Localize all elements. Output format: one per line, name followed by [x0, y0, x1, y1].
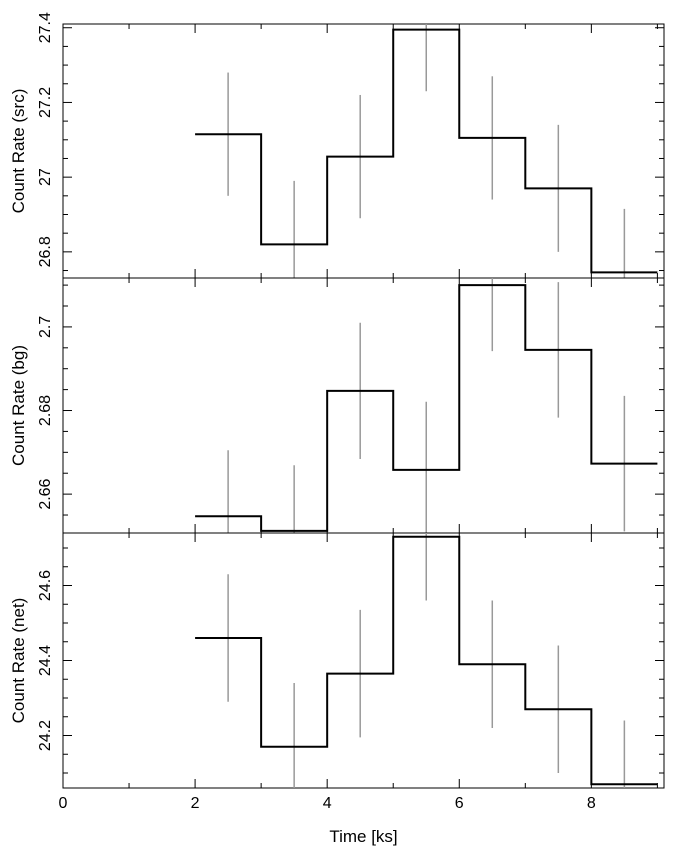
y-tick-label: 26.8 — [37, 236, 54, 267]
y-tick-label: 2.68 — [37, 395, 54, 426]
y-tick-label: 27.2 — [37, 87, 54, 118]
x-tick-label: 8 — [587, 795, 596, 812]
x-axis-label: Time [ks] — [329, 827, 397, 846]
step-line — [195, 284, 658, 532]
y-tick-label: 24.6 — [37, 570, 54, 601]
y-tick-label: 27.4 — [37, 12, 54, 43]
y-axis-label: Count Rate (src) — [9, 89, 28, 214]
y-axis-label: Count Rate (net) — [9, 598, 28, 724]
x-tick-label: 2 — [191, 795, 200, 812]
y-tick-label: 2.7 — [37, 316, 54, 338]
panel-frame — [62, 277, 665, 534]
panel-3: 24.2 24.4 24.6 Count Rate (net) — [9, 532, 665, 789]
x-tick-label: 0 — [59, 795, 68, 812]
y-tick-label: 2.66 — [37, 478, 54, 509]
panel-frame — [62, 532, 665, 789]
step-line — [195, 535, 658, 786]
panel-2: 2.66 2.68 2.7 Count Rate (bg) — [9, 277, 665, 534]
panel-frame — [62, 23, 665, 279]
panel-1: 26.8 27 27.2 27.4 Count Rate (src) — [9, 12, 665, 279]
step-line — [195, 28, 658, 274]
x-tick-label: 4 — [323, 795, 332, 812]
error-bars — [227, 24, 626, 278]
y-tick-label: 24.4 — [37, 645, 54, 676]
x-tick-label: 6 — [455, 795, 464, 812]
y-axis-label: Count Rate (bg) — [9, 345, 28, 466]
y-tick-label: 27 — [37, 168, 54, 186]
y-tick-label: 24.2 — [37, 720, 54, 751]
